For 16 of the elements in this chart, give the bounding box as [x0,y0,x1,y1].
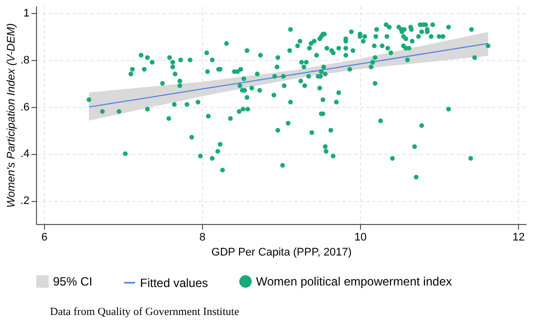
y-tick-label: .6 [20,101,30,114]
y-tick-label: .8 [20,54,30,66]
text: Data from Quality of Government Institute [50,306,240,318]
y-tick-label: 1 [23,8,30,20]
x-tick-label: 12 [512,232,525,244]
x-tick-label: 6 [41,232,48,244]
y-axis-title: Women's Participation Index (V-DEM) [5,22,18,208]
legend-label: Fitted values [140,276,208,290]
x-tick-label: 8 [199,232,206,244]
line-series [88,43,489,108]
y-tick-label: .4 [20,148,30,160]
x-tick-label: 10 [354,232,367,244]
x-axis-title: GDP Per Capita (PPP, 2017) [211,246,352,258]
y-tick-label: .2 [20,195,30,208]
legend-label: 95% CI [53,274,92,289]
legend-label: Women political empowerment index [256,274,452,289]
